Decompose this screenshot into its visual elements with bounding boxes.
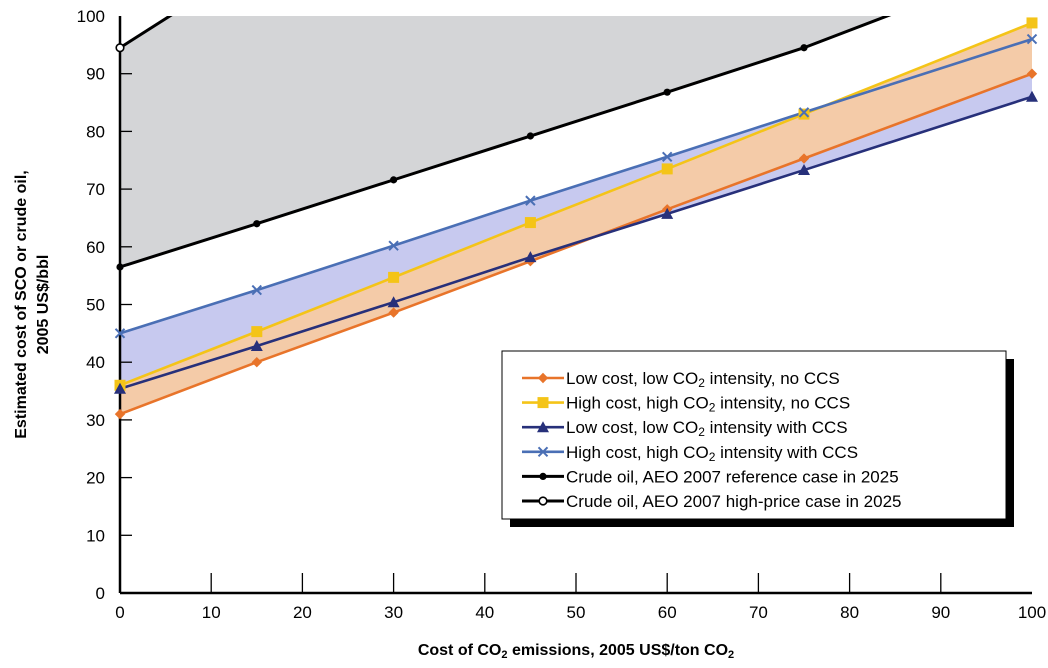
marker-crude-high-price [115, 43, 125, 53]
x-tick-label: 40 [475, 603, 494, 622]
y-tick-label: 90 [86, 65, 105, 84]
marker-low-cost-no-ccs [1026, 68, 1038, 79]
legend-swatch-marker [537, 397, 549, 409]
marker-low-cost-no-ccs [251, 357, 262, 368]
x-tick-label: 20 [293, 603, 312, 622]
marker-crude-reference [800, 44, 808, 52]
marker-low-cost-ccs [250, 340, 263, 352]
legend-swatch-marker [538, 496, 548, 506]
legend-label: Low cost, low CO2 intensity with CCS [566, 418, 848, 439]
legend-swatch-marker [537, 421, 549, 433]
legend-label: Low cost, low CO2 intensity, no CCS [566, 369, 840, 390]
y-tick-label: 20 [86, 469, 105, 488]
marker-high-cost-ccs [388, 240, 399, 251]
y-tick-label: 40 [86, 353, 105, 372]
marker-high-cost-no-ccs [388, 271, 400, 283]
gray-band [120, 16, 888, 267]
marker-crude-reference [116, 263, 124, 271]
marker-high-cost-no-ccs [1026, 17, 1038, 29]
legend-label: High cost, high CO2 intensity with CCS [566, 443, 858, 464]
y-tick-label: 0 [96, 584, 105, 603]
marker-low-cost-ccs [661, 207, 674, 219]
y-tick-label: 70 [86, 180, 105, 199]
marker-low-cost-ccs [1026, 90, 1038, 102]
marker-high-cost-ccs [798, 107, 810, 118]
x-tick-label: 90 [931, 603, 950, 622]
marker-low-cost-ccs [798, 164, 810, 176]
marker-low-cost-ccs [524, 251, 537, 263]
marker-low-cost-ccs [114, 382, 126, 394]
marker-high-cost-ccs [661, 151, 673, 162]
y-tick-label: 60 [86, 238, 105, 257]
x-tick-label: 80 [840, 603, 859, 622]
x-tick-label: 50 [567, 603, 586, 622]
marker-high-cost-no-ccs [661, 163, 673, 175]
legend-swatch-marker [537, 446, 549, 458]
marker-low-cost-no-ccs [388, 307, 399, 318]
marker-low-cost-no-ccs [114, 408, 126, 420]
marker-low-cost-ccs [387, 296, 400, 308]
legend-label: Crude oil, AEO 2007 high-price case in 2… [566, 492, 901, 511]
marker-crude-reference [253, 220, 261, 228]
legend-swatch-marker [537, 372, 549, 384]
x-tick-label: 100 [1018, 603, 1046, 622]
y-tick-label: 100 [77, 7, 105, 26]
series-line-crude-high-price [120, 16, 173, 50]
y-axis-title: Estimated cost of SCO or crude oil, 2005 … [13, 170, 52, 439]
legend-label: Crude oil, AEO 2007 reference case in 20… [566, 467, 899, 486]
y-tick-label: 30 [86, 411, 105, 430]
marker-low-cost-no-ccs [798, 153, 810, 164]
x-tick-label: 10 [202, 603, 221, 622]
legend-box [501, 350, 1007, 520]
y-tick-label: 50 [86, 296, 105, 315]
marker-crude-reference [526, 132, 535, 140]
y-tick-label: 80 [86, 122, 105, 141]
marker-crude-reference [390, 176, 398, 184]
legend-label: High cost, high CO2 intensity, no CCS [566, 394, 850, 415]
marker-high-cost-no-ccs [524, 217, 536, 229]
x-tick-label: 60 [658, 603, 677, 622]
x-tick-label: 0 [115, 603, 124, 622]
x-tick-label: 70 [749, 603, 768, 622]
legend-swatch-marker [539, 472, 547, 480]
x-tick-label: 30 [384, 603, 403, 622]
marker-high-cost-no-ccs [798, 108, 810, 120]
marker-high-cost-ccs [525, 195, 536, 206]
marker-high-cost-ccs [114, 328, 126, 339]
marker-high-cost-ccs [251, 284, 263, 296]
marker-crude-reference [663, 88, 671, 96]
marker-high-cost-ccs [1026, 33, 1038, 45]
marker-high-cost-no-ccs [251, 326, 263, 338]
x-axis-title: Cost of CO2 emissions, 2005 US$/ton CO2 [418, 642, 734, 661]
y-tick-label: 10 [86, 526, 105, 545]
